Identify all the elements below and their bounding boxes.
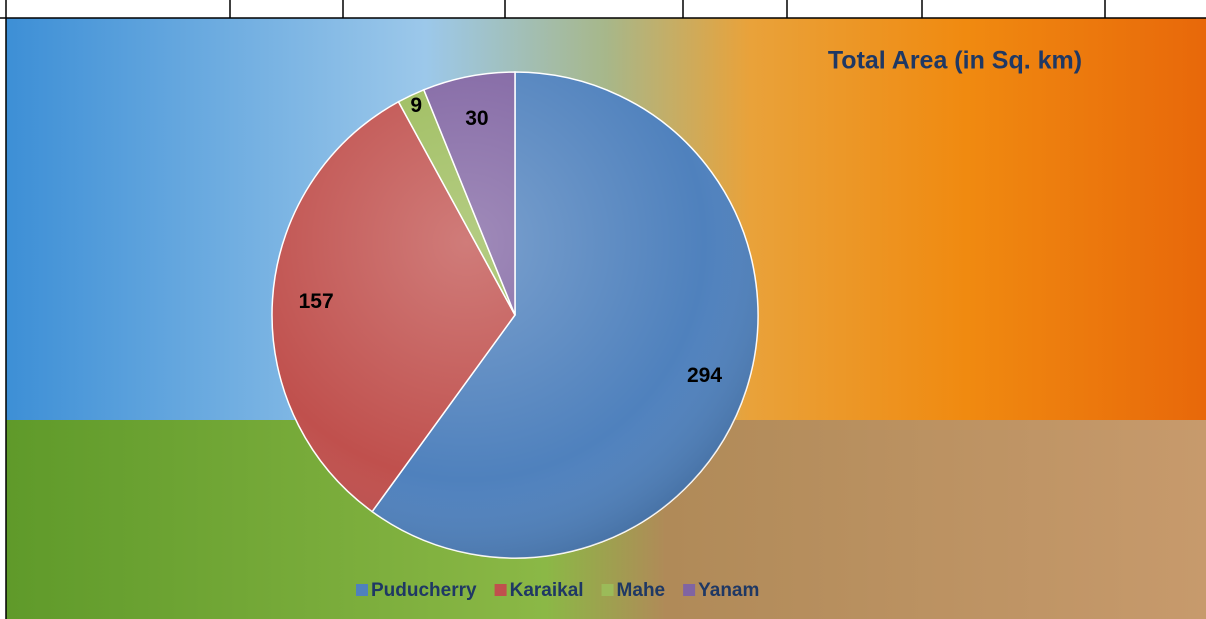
legend-label: Yanam	[698, 580, 759, 601]
data-label: 294	[687, 364, 722, 387]
legend-swatch	[356, 584, 368, 596]
legend-label: Puducherry	[371, 580, 477, 601]
data-label: 30	[465, 107, 488, 130]
legend-swatch	[602, 584, 614, 596]
chart-title: Total Area (in Sq. km)	[828, 47, 1082, 75]
legend-swatch	[683, 584, 695, 596]
data-label: 9	[410, 94, 422, 117]
legend-label: Mahe	[617, 580, 666, 601]
legend-label: Karaikal	[510, 580, 584, 601]
chart: Total Area (in Sq. km) Puducherry Karaika…	[0, 0, 1206, 619]
data-label: 157	[299, 290, 334, 313]
legend: Puducherry Karaikal Mahe Yanam	[356, 580, 759, 601]
pie	[272, 72, 758, 558]
legend-swatch	[495, 584, 507, 596]
page: {"chart_data": {"type": "pie", "title": …	[0, 0, 1206, 619]
